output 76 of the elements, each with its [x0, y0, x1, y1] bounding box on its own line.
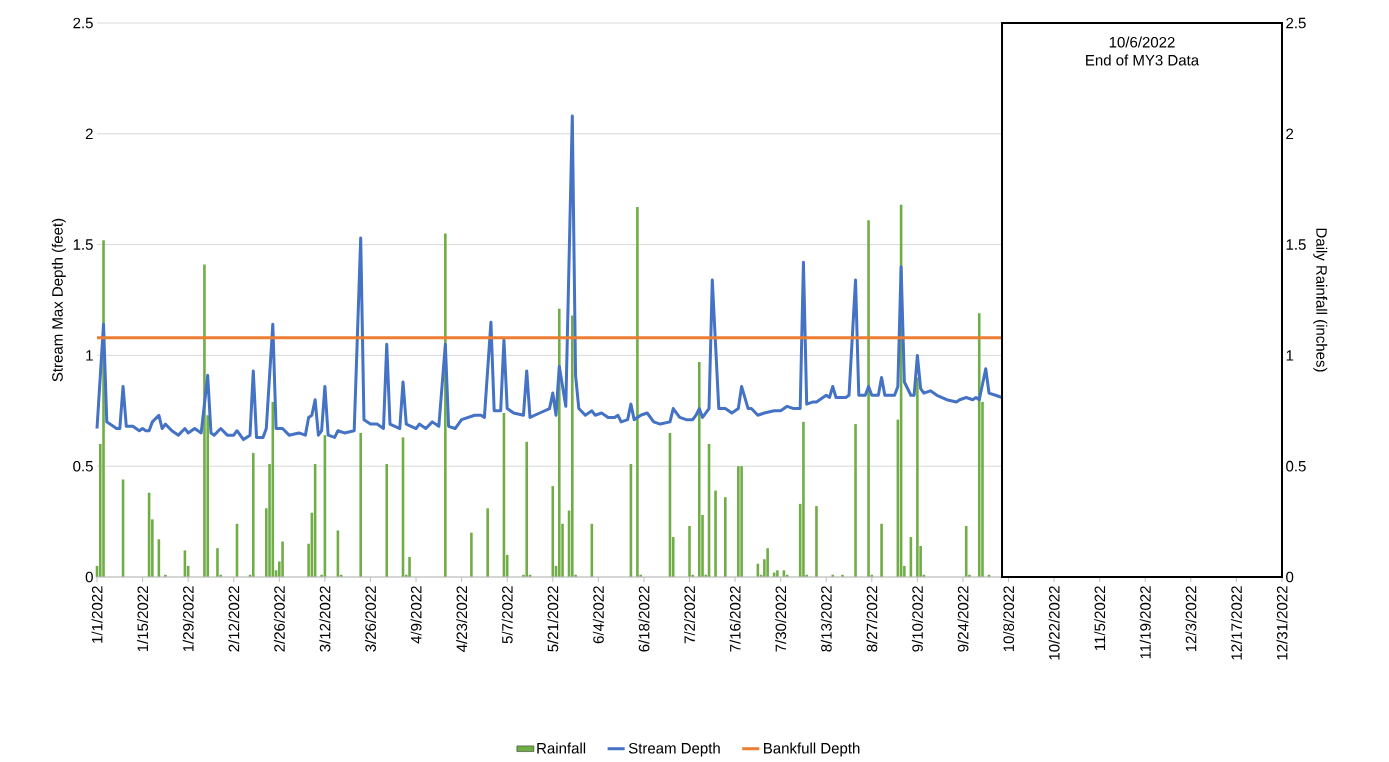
y2-tick-label: 1: [1286, 350, 1294, 361]
bar: [359, 432, 362, 577]
bar: [815, 506, 818, 577]
x-tick-label: 3/12/2022: [319, 586, 331, 652]
bar: [964, 526, 968, 577]
bar: [636, 206, 639, 577]
x-tick-label: 6/18/2022: [638, 586, 650, 652]
bar: [216, 548, 219, 577]
bar: [977, 313, 981, 577]
x-tick-label: 7/16/2022: [729, 586, 741, 652]
bar: [697, 362, 701, 577]
x-tick-label: 1/1/2022: [91, 586, 103, 643]
x-tick-label: 8/27/2022: [866, 586, 878, 652]
x-tick-label: 10/8/2022: [1003, 586, 1015, 652]
x-tick-label: 2/12/2022: [228, 586, 240, 652]
legend-label: Stream Depth: [628, 742, 720, 757]
bar: [867, 220, 870, 577]
bar: [724, 497, 727, 577]
x-tick-label: 12/17/2022: [1230, 586, 1242, 660]
bar: [557, 308, 561, 577]
bar: [251, 452, 255, 577]
y2-tick-label: 2: [1286, 128, 1294, 140]
y2-tick-label: 2.5: [1286, 17, 1306, 29]
x-tick-label: 4/9/2022: [410, 586, 422, 644]
bar: [470, 532, 473, 577]
x-tick-label: 9/24/2022: [957, 586, 969, 652]
x-tick-label: 10/22/2022: [1048, 586, 1060, 660]
annotation: End of MY3 Data: [1086, 54, 1200, 66]
bar: [776, 570, 779, 577]
line-series: [95, 114, 1004, 442]
x-tick-label: 1/29/2022: [182, 586, 194, 652]
bar: [714, 490, 717, 577]
x-tick-label: 6/4/2022: [592, 586, 604, 644]
x-tick-label: 3/26/2022: [364, 586, 376, 652]
bar: [281, 541, 284, 577]
bar: [408, 557, 411, 577]
bar: [737, 466, 740, 577]
bar: [880, 523, 883, 577]
y2-tick-label: 1.5: [1286, 239, 1306, 250]
y-tick-label: 2.5: [73, 17, 93, 29]
bar: [740, 466, 743, 577]
x-tick-label: 8/13/2022: [820, 586, 832, 652]
x-tick-label: 5/21/2022: [547, 586, 559, 652]
legend-label: Rainfall: [537, 742, 586, 754]
bar: [551, 486, 555, 577]
y2-tick-label: 0: [1286, 571, 1294, 583]
annotation: 10/6/2022: [1109, 36, 1175, 48]
bar: [385, 463, 389, 577]
y-tick-label: 1: [86, 350, 93, 361]
bar: [486, 508, 489, 577]
y-tick-label: 0.5: [73, 460, 93, 472]
x-tick-label: 5/7/2022: [501, 586, 513, 644]
bar: [525, 441, 529, 577]
bar: [688, 526, 691, 577]
x-tick-label: 12/3/2022: [1185, 586, 1197, 652]
x-tick-label: 2/26/2022: [273, 586, 285, 652]
x-tick-label: 4/23/2022: [456, 586, 468, 652]
bar: [571, 315, 574, 577]
x-tick-label: 12/31/2022: [1276, 586, 1288, 660]
x-tick-label: 7/2/2022: [684, 586, 696, 644]
x-tick-label: 9/10/2022: [911, 586, 923, 652]
y-tick-label: 0: [85, 571, 93, 583]
bar: [766, 548, 769, 577]
y-tick-label: 1.5: [73, 239, 93, 250]
bar: [916, 377, 919, 577]
y-tick-label: 2: [85, 128, 93, 140]
y2-tick-label: 0.5: [1286, 460, 1306, 472]
bar: [802, 421, 805, 577]
x-tick-label: 1/15/2022: [137, 586, 149, 652]
x-tick-label: 11/19/2022: [1139, 586, 1151, 659]
x-tick-label: 11/5/2022: [1094, 586, 1106, 650]
y2-axis-title: Daily Rainfall (inches): [1313, 228, 1328, 372]
x-tick-label: 7/30/2022: [775, 586, 787, 652]
y-axis-title: Stream Max Depth (feet): [51, 218, 66, 382]
bar: [854, 424, 857, 577]
legend-label: Bankfull Depth: [764, 742, 860, 757]
